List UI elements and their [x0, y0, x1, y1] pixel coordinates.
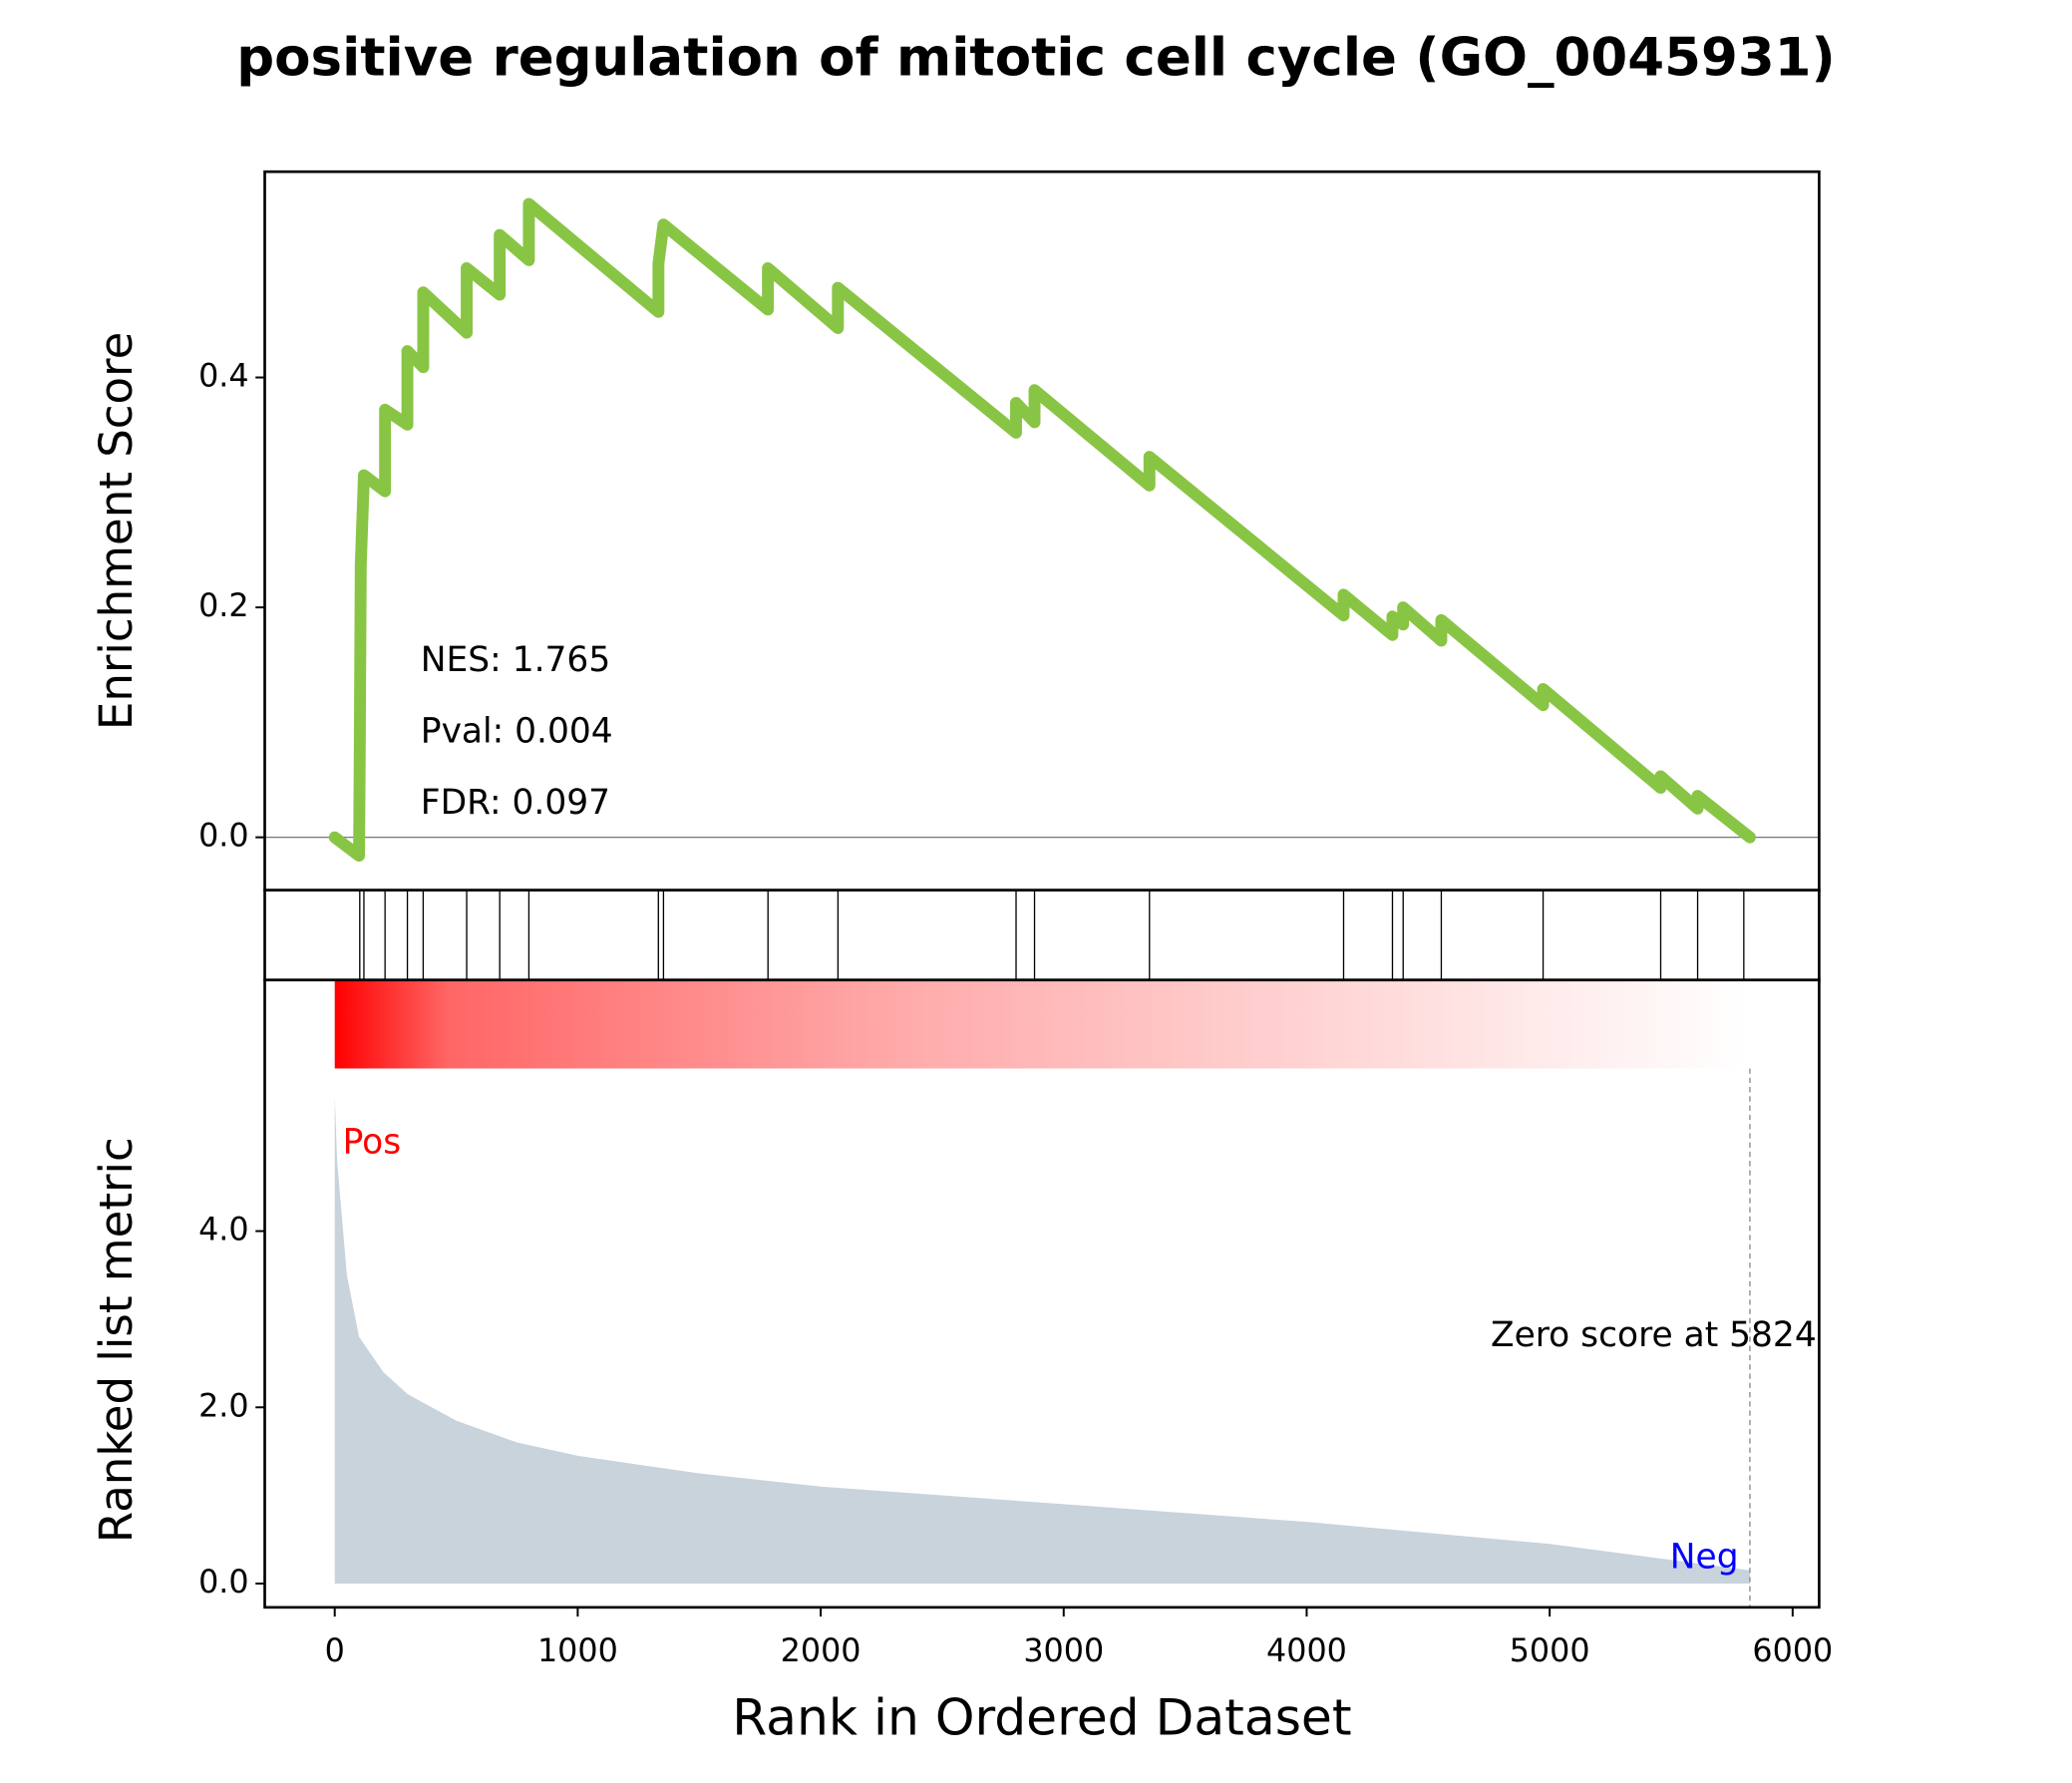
y-tick-label: 0.0 [198, 1565, 249, 1601]
y-tick-label: 2.0 [198, 1388, 249, 1424]
x-tick-label: 1000 [537, 1633, 618, 1669]
y-axis-label: Enrichment Score [90, 332, 143, 730]
color-bar [334, 979, 1747, 1069]
y-tick-label: 0.0 [198, 819, 249, 855]
x-tick-label: 0 [325, 1633, 345, 1669]
chart-title: positive regulation of mitotic cell cycl… [236, 28, 1836, 89]
panel-frame [263, 978, 1821, 1609]
x-axis-label: Rank in Ordered Dataset [732, 1687, 1351, 1746]
y-axis-label: Ranked list metric [90, 1137, 143, 1543]
x-tick-label: 4000 [1266, 1633, 1347, 1669]
pos-label: Pos [343, 1122, 402, 1162]
stat-annotation: NES: 1.765 [421, 640, 610, 680]
x-tick-label: 2000 [781, 1633, 862, 1669]
metric-area [334, 1095, 1750, 1584]
neg-label: Neg [1670, 1537, 1739, 1577]
es-line [328, 197, 1756, 863]
stat-annotation: Pval: 0.004 [421, 712, 613, 752]
y-tick-label: 0.4 [198, 359, 249, 395]
x-tick-label: 3000 [1023, 1633, 1104, 1669]
x-tick-label: 6000 [1752, 1633, 1833, 1669]
stat-annotation: FDR: 0.097 [421, 783, 610, 823]
x-tick-label: 5000 [1510, 1633, 1590, 1669]
zero-score-label: Zero score at 5824 [1491, 1315, 1817, 1355]
y-tick-label: 4.0 [198, 1213, 249, 1248]
panel-frame [263, 889, 1821, 982]
y-tick-label: 0.2 [198, 588, 249, 624]
